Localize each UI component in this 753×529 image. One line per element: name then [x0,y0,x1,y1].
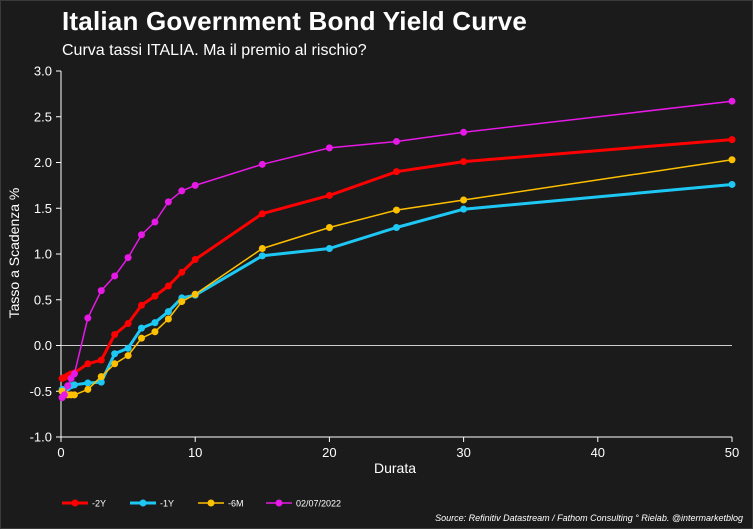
data-point [325,144,333,152]
y-tick-label: 2.0 [34,155,52,170]
data-point [393,137,400,145]
source-note: Source: Refinitiv Datastream / Fathom Co… [435,513,743,523]
data-point [460,205,468,213]
data-point [124,320,132,328]
data-point [84,360,92,368]
data-point [70,391,78,399]
data-point [111,272,119,280]
legend-item: 02/07/2022 [266,499,341,509]
data-point [124,352,132,360]
legend-label: -2Y [92,499,106,509]
legend-marker [139,499,147,507]
x-tick-label: 0 [57,445,64,460]
data-point [97,287,105,295]
data-point [164,198,172,206]
legend-item: -2Y [62,499,106,509]
data-point [460,158,468,166]
data-point [178,268,186,276]
y-tick-label: -1.0 [30,430,52,445]
x-tick-label: 20 [322,445,336,460]
axes: -1.0 -0.5 0.0 0.5 1.0 1.5 2.0 2.5 3.0 0 10 20 30 40 50 [30,64,740,461]
data-point [164,282,172,290]
chart-subtitle: Curva tassi ITALIA. Ma il premio al risc… [62,42,367,59]
data-point [460,196,468,204]
legend: -2Y -1Y -6M 02/07/2022 [62,499,341,509]
y-tick-label: 1.0 [34,247,52,262]
x-tick-label: 40 [591,445,605,460]
data-point [60,391,68,399]
data-point [138,334,146,342]
data-point [728,136,736,144]
data-point [325,245,333,253]
y-tick-label: -0.5 [30,384,52,399]
legend-label: 02/07/2022 [296,499,341,509]
data-point [191,255,199,263]
y-axis-title: Tasso a Scadenza % [6,188,22,319]
data-point [178,187,186,195]
data-point [64,382,72,390]
data-point [111,360,119,368]
legend-item: -6M [198,499,244,509]
data-point [164,308,172,316]
data-point [191,290,199,298]
y-tick-label: 1.5 [34,201,52,216]
x-tick-label: 30 [456,445,470,460]
x-tick-label: 10 [188,445,202,460]
x-tick-label: 50 [725,445,739,460]
data-point [138,324,146,332]
data-point [178,298,186,306]
legend-label: -1Y [160,499,174,509]
series-layer [58,97,736,402]
legend-marker [275,499,283,507]
series-line [61,100,733,399]
chart-title: Italian Government Bond Yield Curve [62,6,527,36]
data-point [111,350,119,358]
y-tick-label: 0.0 [34,338,52,353]
series-3 [58,97,736,402]
data-point [124,344,132,352]
data-point [97,373,105,381]
data-point [151,319,159,327]
data-point [191,181,199,189]
y-tick-label: 3.0 [34,64,52,79]
data-point [151,292,159,300]
data-point [138,231,146,239]
data-point [325,223,333,231]
data-point [124,254,132,262]
data-point [111,331,119,339]
data-point [151,218,159,226]
data-point [325,191,333,199]
data-point [460,128,468,136]
data-point [728,97,736,105]
y-tick-label: 0.5 [34,292,52,307]
data-point [258,252,266,260]
x-axis-title: Durata [374,460,416,476]
data-point [164,315,172,323]
data-point [138,301,146,309]
data-point [728,180,736,188]
data-point [393,168,400,176]
data-point [258,210,266,218]
data-point [84,379,92,387]
data-point [258,160,266,168]
series-line [61,183,733,393]
legend-label: -6M [228,499,244,509]
data-point [151,328,159,336]
data-point [393,223,400,231]
data-point [393,206,400,214]
data-point [728,156,736,164]
legend-marker [71,499,79,507]
data-point [70,370,78,378]
data-point [97,378,105,386]
data-point [84,314,92,322]
data-point [84,385,92,393]
y-tick-label: 2.5 [34,109,52,124]
legend-marker [207,499,215,507]
data-point [258,245,266,253]
data-point [97,356,105,364]
data-point [70,381,78,389]
legend-item: -1Y [130,499,174,509]
